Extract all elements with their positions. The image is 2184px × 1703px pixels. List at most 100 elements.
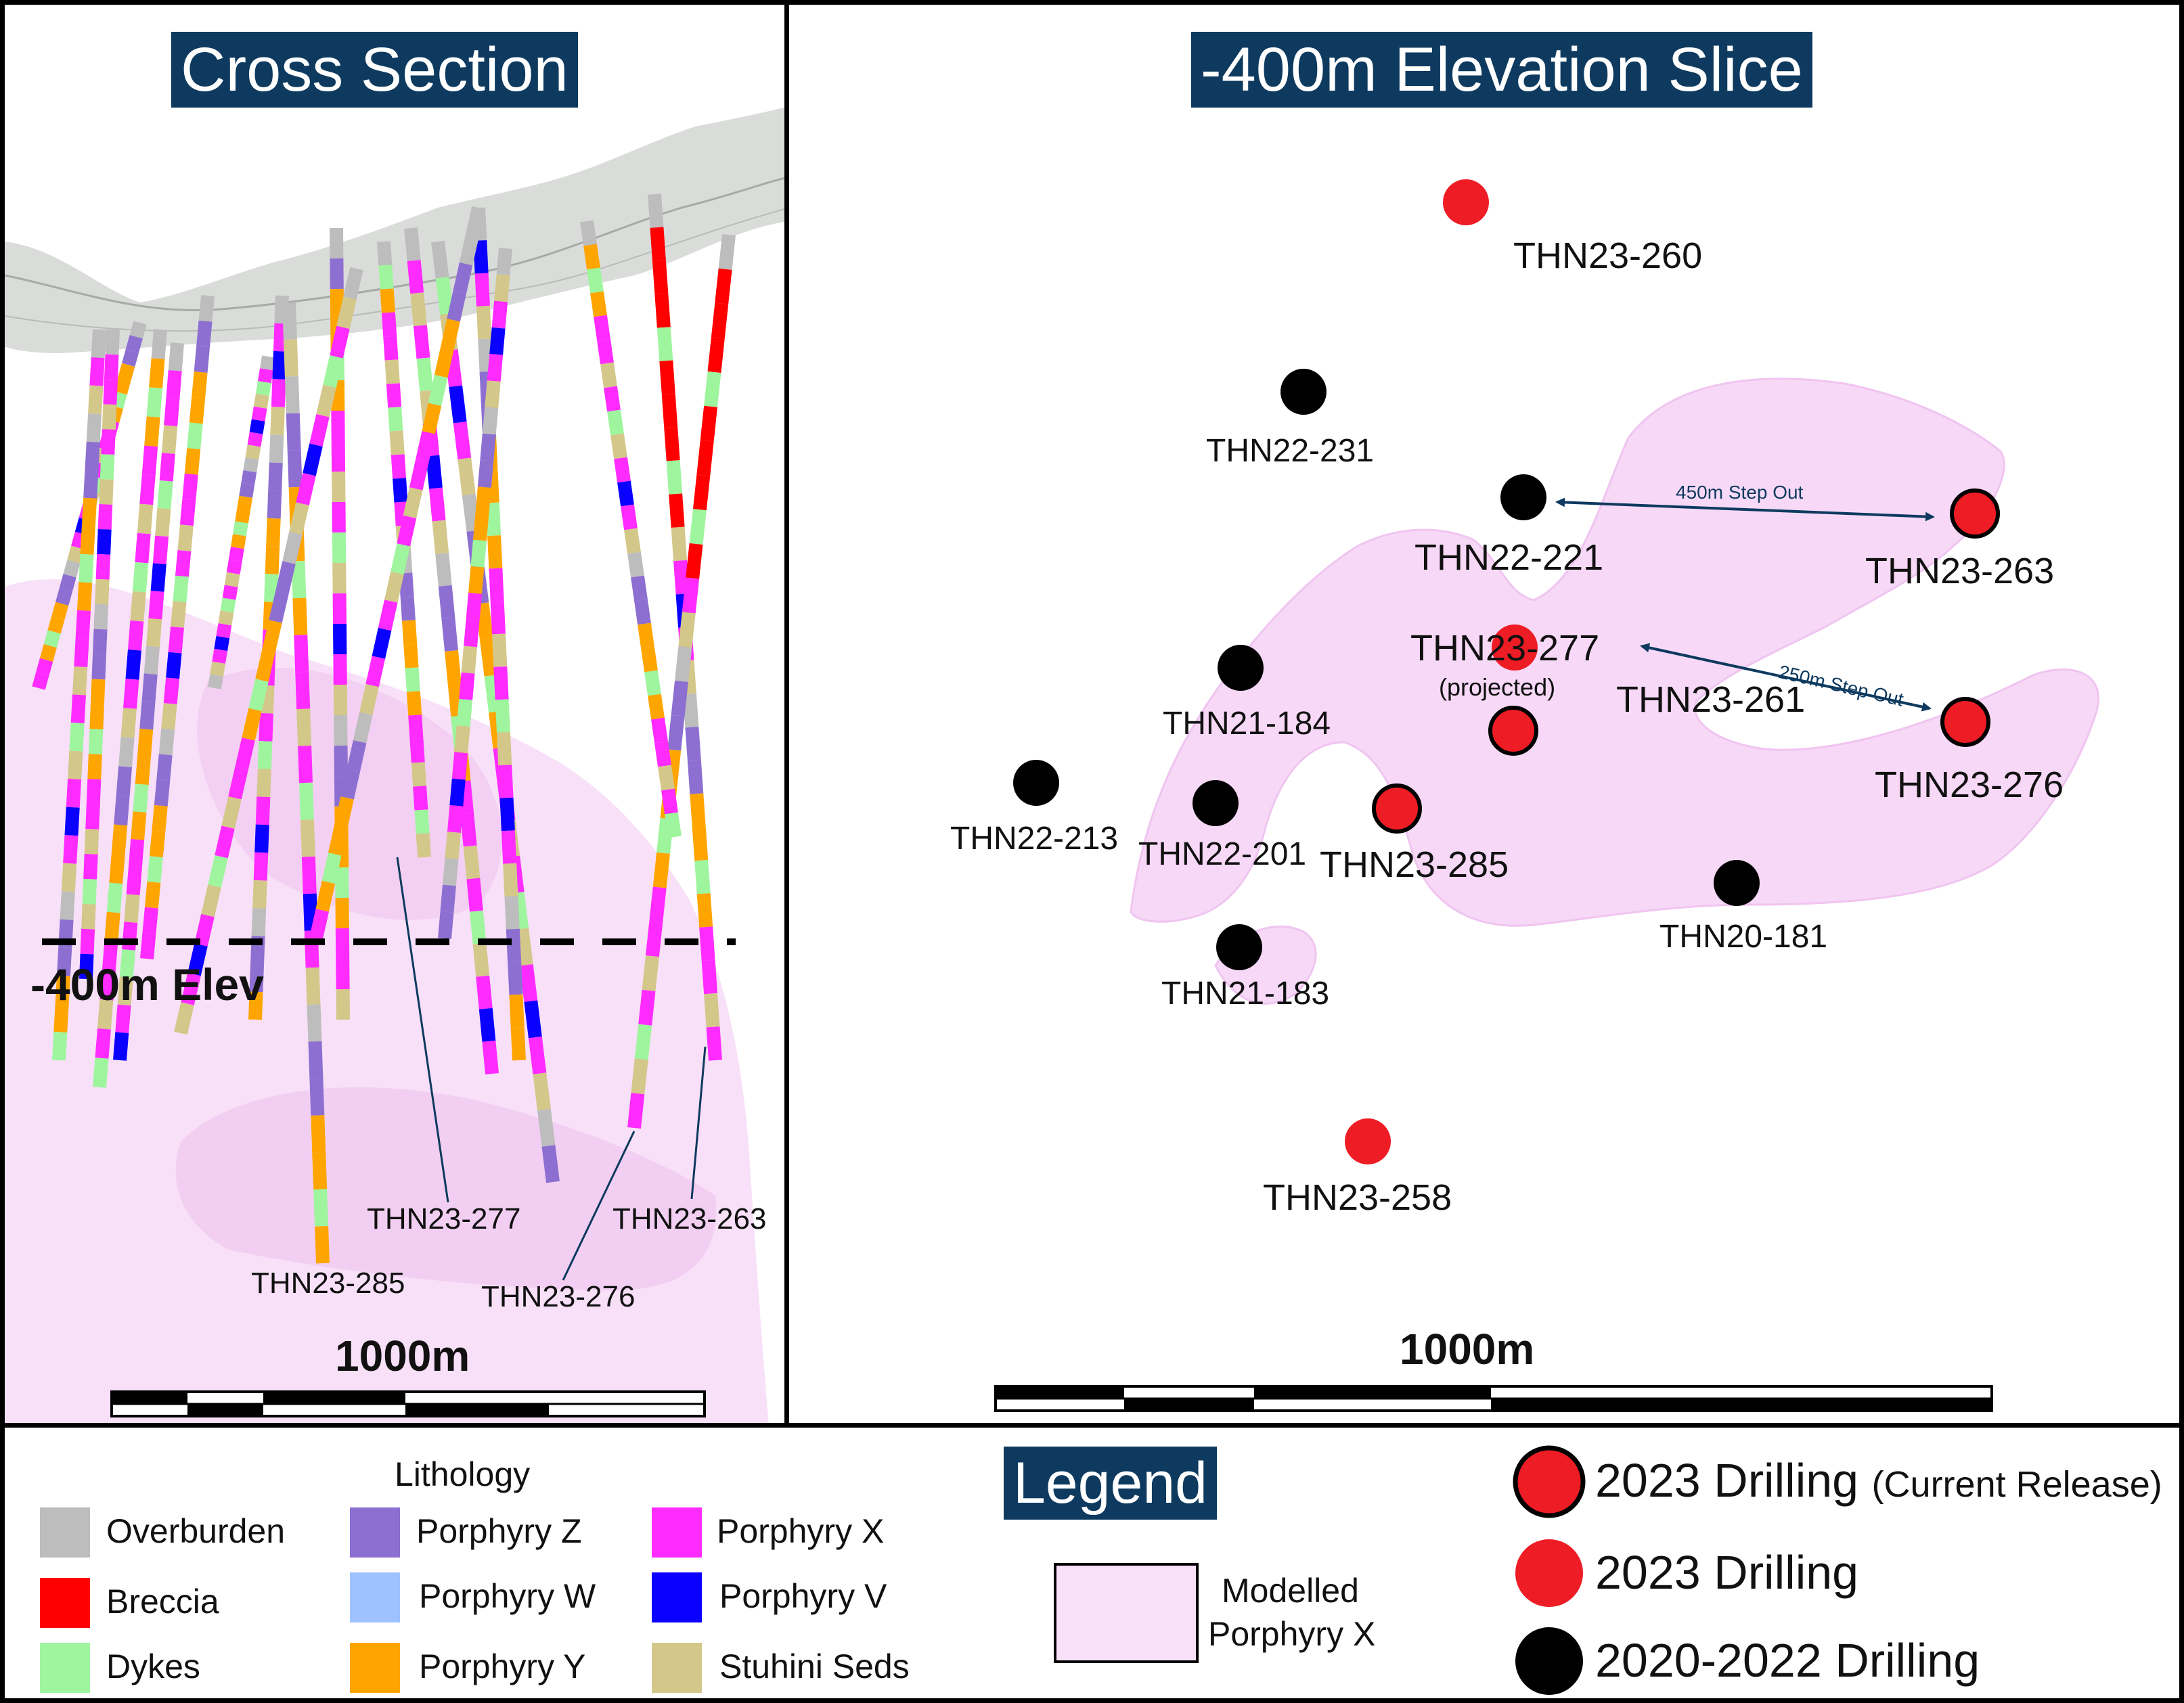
- drill-hole-segment: [113, 1032, 129, 1061]
- drill-hole-segment: [76, 582, 93, 611]
- cross-section-graphic: [5, 107, 784, 1423]
- drill-hole-segment: [252, 880, 267, 909]
- drill-hole-segment: [72, 666, 88, 696]
- drill-hole-segment: [482, 1040, 499, 1074]
- drill-hole-segment: [135, 756, 151, 786]
- drill-hole-segment: [56, 947, 72, 976]
- drill-hole-segment: [447, 804, 464, 833]
- drill-hole-segment: [127, 620, 144, 651]
- hole-label: THN23-285: [1320, 844, 1509, 885]
- drill-hole-segment: [604, 386, 621, 412]
- leader-277: [396, 857, 449, 1203]
- drill-hole-segment: [580, 220, 597, 246]
- lithology-label: Porphyry Y: [419, 1648, 586, 1685]
- drill-hole-segment: [477, 459, 494, 488]
- drill-hole-segment: [85, 441, 100, 471]
- drill-hole-segment: [259, 685, 275, 714]
- drill-hole-segment: [198, 295, 215, 322]
- drill-hole-segment: [496, 248, 512, 276]
- swatch-dykes: [40, 1643, 90, 1693]
- drill-hole-segment: [447, 290, 467, 322]
- drill-hole-segment: [381, 312, 397, 337]
- drill-hole-segment: [55, 587, 73, 606]
- drill-hole-segment: [648, 194, 664, 228]
- drill-hole-segment: [330, 325, 350, 359]
- drill-hole-segment: [114, 377, 131, 395]
- drill-hole-segment: [466, 206, 485, 237]
- drill-hole-segment: [63, 835, 79, 864]
- elevation-slice-panel: -400m Elevation Slice 450m Step Out 250m…: [784, 0, 2184, 1428]
- hole-label: THN21-184: [1163, 706, 1331, 742]
- drill-hole-segment: [201, 884, 221, 917]
- drill-hole-segment: [413, 786, 428, 811]
- drill-hole-segment: [214, 636, 230, 652]
- drill-hole-segment: [403, 643, 419, 668]
- hole-label: THN22-213: [950, 821, 1119, 857]
- drill-hole-segment: [328, 824, 348, 856]
- drill-hole-segment: [249, 963, 265, 993]
- drill-hole-segment: [295, 671, 311, 710]
- drill-hole-segment: [233, 521, 248, 537]
- drill-hole-segment: [154, 779, 171, 807]
- lithology-label: Porphyry Z: [416, 1512, 582, 1550]
- drill-hole-segment: [715, 268, 732, 304]
- drill-hole-segment: [294, 635, 309, 673]
- drill-hole-segment: [91, 329, 106, 359]
- hole-label: THN23-263: [612, 1202, 767, 1235]
- drill-hole-segment: [59, 574, 76, 592]
- drill-hole-segment: [482, 407, 499, 435]
- drill-hole-segment: [99, 454, 115, 480]
- drill-hole-segment: [245, 445, 261, 460]
- swatch-stuhini-seds: [652, 1643, 702, 1693]
- drill-hole-segment: [384, 359, 400, 384]
- drill-hole-segment: [384, 571, 404, 603]
- drill-hole-segment: [268, 462, 283, 491]
- drill-hole-segment: [411, 762, 427, 787]
- lithology-label: Porphyry W: [419, 1577, 596, 1615]
- drill-hole-segment: [114, 795, 130, 826]
- drill-hole-segment: [692, 826, 709, 861]
- drill-hole-segment: [137, 503, 154, 535]
- drill-hole-segment: [447, 683, 465, 717]
- drill-hole-segment: [187, 422, 203, 450]
- drill-hole-segment: [665, 812, 682, 838]
- drill-hole-segment: [289, 502, 309, 535]
- drill-hole-segment: [495, 699, 510, 733]
- drill-hole-segment: [428, 487, 446, 522]
- scale-label: 1000m: [1400, 1325, 1535, 1373]
- drill-hole-segment: [292, 597, 308, 635]
- drill-hole-segment: [255, 796, 271, 825]
- drill-hole-segment: [493, 666, 509, 700]
- hole-label: THN23-260: [1513, 235, 1703, 276]
- drill-hole-segment: [166, 652, 182, 679]
- drill-hole-marker: [1013, 760, 1059, 806]
- drill-hole-segment: [83, 853, 98, 880]
- drill-hole-segment: [440, 884, 456, 913]
- drill-hole-segment: [685, 726, 701, 761]
- drill-hole-segment: [93, 629, 108, 655]
- drill-hole-segment: [377, 241, 393, 266]
- hole-label: THN23-277: [1410, 628, 1600, 668]
- drill-hole-segment: [673, 560, 690, 595]
- drill-hole-segment: [75, 610, 91, 639]
- drill-hole-segment: [631, 575, 648, 601]
- drill-hole-marker: [1488, 706, 1538, 756]
- drill-hole-segment: [118, 737, 135, 767]
- drill-hole-segment: [228, 767, 248, 800]
- drill-hole-segment: [194, 913, 215, 947]
- drill-hole-marker: [1500, 474, 1546, 520]
- drill-hole-segment: [269, 590, 289, 623]
- drill-hole-segment: [208, 674, 223, 689]
- drill-hole-segment: [407, 260, 424, 294]
- drill-hole-segment: [380, 288, 395, 313]
- drill-hole-segment: [122, 348, 139, 367]
- drill-hole-markers: [1013, 179, 2000, 1164]
- drill-hole-segment: [86, 779, 102, 804]
- drill-hole-segment: [504, 896, 520, 930]
- drill-hole-segment: [283, 339, 298, 377]
- drill-hole-segment: [449, 385, 467, 424]
- drill-hole-segment: [510, 892, 529, 930]
- lithology-label: Stuhini Seds: [719, 1648, 910, 1685]
- drill-hole-segment: [494, 274, 510, 302]
- drill-hole-segment: [315, 880, 336, 912]
